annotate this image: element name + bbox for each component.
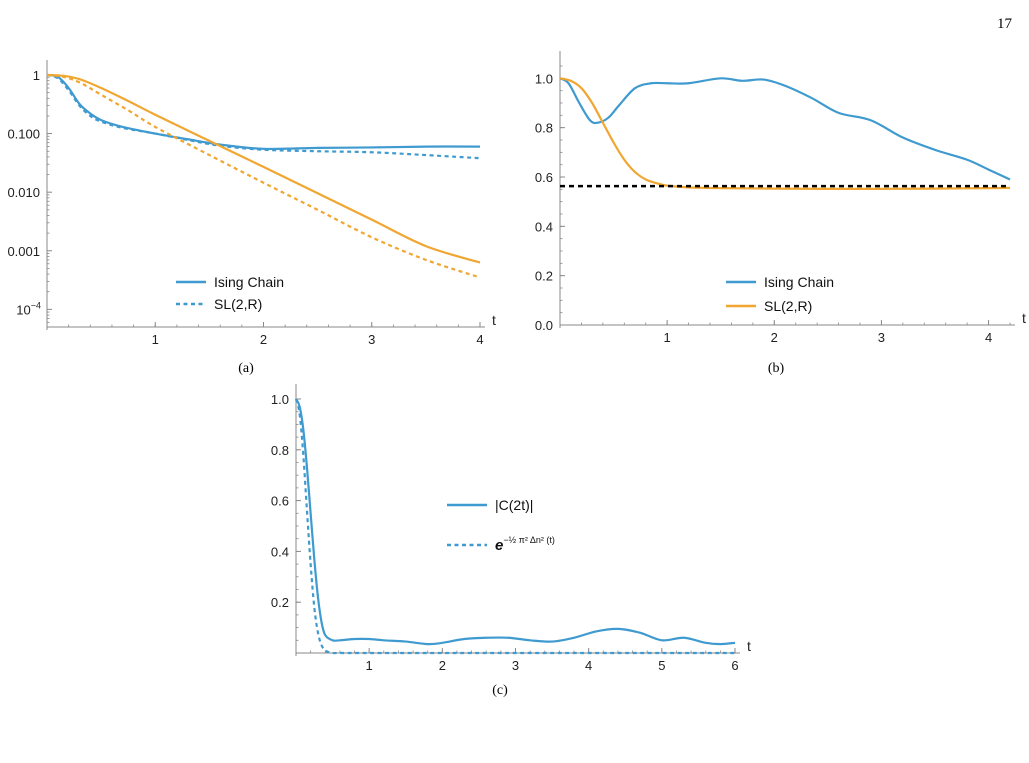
x-tick-label: 5: [658, 658, 665, 673]
chart-panel-b: 1 2 3 4 t 0.0 0.2 0.4 0.6 0.8 1.0 Ising Chain SL(2,R…: [535, 51, 1026, 376]
x-tick-label: 4: [476, 332, 483, 347]
y-tick-label: 0.100: [7, 127, 40, 142]
x-tick-label: 6: [731, 658, 738, 673]
legend-exponent: −½ π² Δn² (t): [503, 535, 554, 545]
series-line-1: [295, 398, 736, 646]
series-line-2: [294, 398, 735, 655]
y-tick-label: 0.8: [271, 443, 289, 458]
series-line-2: [559, 77, 1011, 190]
x-axis-label: t: [492, 312, 496, 328]
y-tick-label: 1.0: [535, 71, 553, 86]
legend-label: |C(2t)|: [495, 497, 533, 513]
x-tick-label: 2: [260, 332, 267, 347]
y-tick-label: 0.001: [7, 244, 40, 259]
series-line-3: [46, 73, 481, 264]
y-tick-label: 0.010: [7, 185, 40, 200]
x-axis-label: t: [1022, 310, 1026, 326]
x-tick-label: 4: [585, 658, 592, 673]
legend-label: e−½ π² Δn² (t): [495, 535, 555, 554]
series-line-1: [559, 77, 1011, 181]
y-tick-label: 0.4: [535, 219, 553, 234]
y-tick-label: 0.8: [535, 121, 553, 136]
y-tick-label: 0.2: [271, 595, 289, 610]
x-tick-label: 3: [368, 332, 375, 347]
y-tick-exponent: −4: [31, 300, 41, 310]
x-tick-label: 3: [878, 330, 885, 345]
legend-label: Ising Chain: [764, 274, 834, 290]
series-line-4: [46, 73, 481, 279]
x-tick-label: 1: [664, 330, 671, 345]
page-number: 17: [997, 16, 1013, 32]
legend-label: Ising Chain: [214, 274, 284, 290]
panel-caption: (b): [768, 361, 785, 376]
x-tick-label: 4: [985, 330, 992, 345]
chart-panel-a: 1 2 3 4t 1 0.100 0.010 0.001 10−4 Ising Chain SL(2…: [7, 60, 496, 376]
chart-panel-c: 1 2 3 4 5 6t 0.2 0.4 0.6 0.8 1.0 |C(2t)| e−½ π² Δn² …: [271, 384, 751, 698]
y-tick-label: 10−4: [16, 300, 41, 317]
legend-label: SL(2,R): [764, 298, 812, 314]
y-tick-label: 0.6: [271, 494, 289, 509]
y-tick-label: 0.4: [271, 544, 289, 559]
y-tick-label: 1.0: [271, 392, 289, 407]
legend-label: SL(2,R): [214, 296, 262, 312]
y-tick-label: 1: [33, 68, 40, 83]
panel-caption: (a): [238, 361, 254, 376]
y-tick-label: 0.0: [535, 318, 553, 333]
x-tick-label: 3: [512, 658, 519, 673]
series-line-1: [46, 73, 481, 151]
panel-caption: (c): [492, 683, 508, 698]
y-tick-label: 0.2: [535, 269, 553, 284]
x-tick-label: 1: [366, 658, 373, 673]
series-line-2: [46, 73, 481, 160]
y-tick-label: 0.6: [535, 170, 553, 185]
x-axis-label: t: [747, 638, 751, 654]
x-tick-label: 2: [771, 330, 778, 345]
x-tick-label: 1: [152, 332, 159, 347]
x-tick-label: 2: [439, 658, 446, 673]
